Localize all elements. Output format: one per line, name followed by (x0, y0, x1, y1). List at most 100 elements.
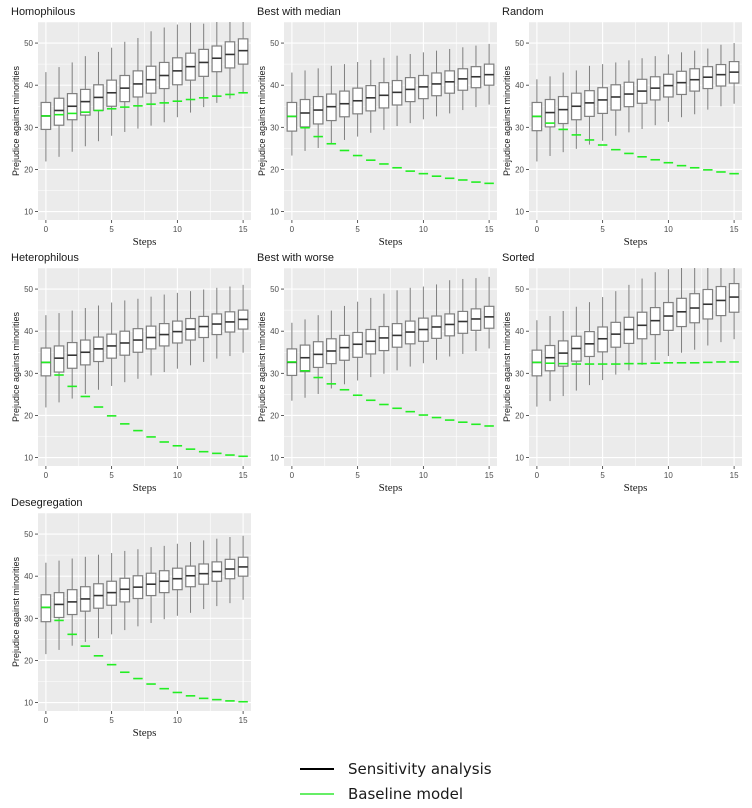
y-tick-label: 40 (515, 81, 524, 90)
y-tick-label: 20 (515, 411, 524, 420)
x-tick-label: 0 (44, 471, 49, 480)
x-tick-label: 10 (419, 471, 428, 480)
x-tick-label: 15 (485, 225, 494, 234)
panel-desegregation: Desegregation 10 20 30 40 50 0 5 10 15 Steps Prejud… (11, 497, 251, 739)
x-tick-label: 5 (355, 225, 360, 234)
panel-title: Random (502, 6, 544, 18)
y-tick-label: 50 (24, 39, 33, 48)
x-tick-label: 10 (173, 225, 182, 234)
y-axis-label: Prejudice against minorities (11, 65, 21, 176)
panel-random: Random 10 20 30 40 50 0 5 10 15 Steps Prejudice aga… (502, 6, 742, 248)
y-tick-label: 50 (270, 39, 279, 48)
x-axis-label: Steps (133, 482, 157, 494)
y-tick-label: 20 (270, 411, 279, 420)
x-tick-label: 15 (485, 471, 494, 480)
legend: Sensitivity analysis Baseline model (300, 756, 560, 806)
y-tick-label: 50 (270, 285, 279, 294)
x-tick-label: 0 (535, 471, 540, 480)
y-axis-label: Prejudice against minorities (502, 65, 512, 176)
y-tick-label: 20 (24, 411, 33, 420)
box (53, 345, 65, 373)
y-tick-label: 30 (515, 369, 524, 378)
x-tick-label: 5 (355, 471, 360, 480)
x-axis-label: Steps (624, 482, 648, 494)
y-tick-label: 20 (515, 165, 524, 174)
x-axis-label: Steps (133, 236, 157, 248)
x-tick-label: 15 (239, 471, 248, 480)
panel-best-with-worse: Best with worse 10 20 30 40 50 0 5 10 15 Steps Prej… (257, 252, 497, 494)
x-axis-label: Steps (624, 236, 648, 248)
panel-homophilous: Homophilous 10 20 30 40 50 0 5 10 15 Steps Prejudic… (11, 6, 251, 248)
y-tick-label: 20 (270, 165, 279, 174)
panel-title: Best with worse (257, 252, 334, 264)
x-tick-label: 5 (109, 471, 114, 480)
y-tick-label: 30 (270, 123, 279, 132)
legend-swatch-sensitivity (300, 767, 334, 770)
legend-label-sensitivity: Sensitivity analysis (348, 759, 492, 778)
x-tick-label: 0 (290, 225, 295, 234)
y-tick-label: 40 (24, 327, 33, 336)
legend-item-baseline: Baseline model (300, 781, 560, 806)
y-tick-label: 20 (24, 165, 33, 174)
y-tick-label: 10 (270, 454, 279, 463)
y-axis-label: Prejudice against minorities (11, 556, 21, 667)
x-tick-label: 0 (44, 225, 49, 234)
box (40, 594, 52, 623)
y-tick-label: 30 (270, 369, 279, 378)
box (728, 282, 740, 313)
y-tick-label: 40 (515, 327, 524, 336)
x-tick-label: 10 (664, 225, 673, 234)
y-tick-label: 40 (24, 572, 33, 581)
y-tick-label: 50 (24, 530, 33, 539)
y-tick-label: 50 (515, 39, 524, 48)
y-tick-label: 30 (24, 123, 33, 132)
panel-best-with-median: Best with median 10 20 30 40 50 0 5 10 15 Steps Pre… (257, 6, 497, 248)
x-tick-label: 0 (44, 716, 49, 725)
y-tick-label: 10 (24, 454, 33, 463)
y-axis-label: Prejudice against minorities (257, 311, 267, 422)
x-axis-label: Steps (379, 482, 403, 494)
y-tick-label: 30 (24, 369, 33, 378)
legend-swatch-baseline (300, 792, 334, 795)
y-tick-label: 30 (515, 123, 524, 132)
y-tick-label: 10 (515, 454, 524, 463)
legend-item-sensitivity: Sensitivity analysis (300, 756, 560, 781)
y-axis-label: Prejudice against minorities (257, 65, 267, 176)
x-tick-label: 10 (173, 471, 182, 480)
x-tick-label: 10 (419, 225, 428, 234)
panel-title: Sorted (502, 252, 534, 264)
x-tick-label: 15 (239, 716, 248, 725)
box (457, 310, 469, 334)
panel-heterophilous: Heterophilous 10 20 30 40 50 0 5 10 15 Steps Prejud… (11, 252, 251, 494)
y-tick-label: 30 (24, 614, 33, 623)
x-tick-label: 15 (730, 471, 739, 480)
panel-sorted: Sorted 10 20 30 40 50 0 5 10 15 Steps Prejudice aga… (502, 252, 742, 494)
y-tick-label: 50 (515, 285, 524, 294)
y-tick-label: 40 (24, 81, 33, 90)
panel-title: Heterophilous (11, 252, 79, 264)
x-tick-label: 5 (109, 716, 114, 725)
x-tick-label: 10 (664, 471, 673, 480)
box (53, 97, 65, 126)
panel-title: Desegregation (11, 497, 83, 509)
panel-title: Best with median (257, 6, 341, 18)
y-axis-label: Prejudice against minorities (11, 311, 21, 422)
y-tick-label: 20 (24, 656, 33, 665)
y-tick-label: 10 (270, 208, 279, 217)
box (237, 38, 249, 65)
y-tick-label: 10 (24, 208, 33, 217)
legend-label-baseline: Baseline model (348, 784, 464, 803)
x-tick-label: 10 (173, 716, 182, 725)
x-tick-label: 0 (290, 471, 295, 480)
box (623, 316, 635, 345)
x-tick-label: 5 (600, 225, 605, 234)
y-tick-label: 50 (24, 285, 33, 294)
x-tick-label: 15 (730, 225, 739, 234)
y-tick-label: 40 (270, 327, 279, 336)
panel-title: Homophilous (11, 6, 76, 18)
x-tick-label: 5 (109, 225, 114, 234)
x-axis-label: Steps (379, 236, 403, 248)
x-tick-label: 15 (239, 225, 248, 234)
x-tick-label: 5 (600, 471, 605, 480)
